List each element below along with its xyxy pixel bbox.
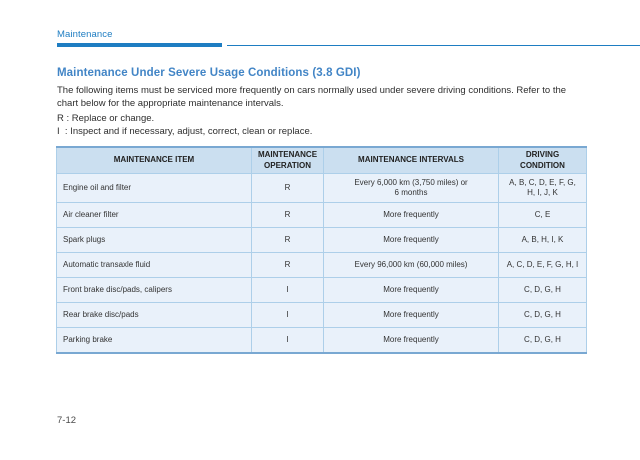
legend-replace: R : Replace or change. [57,113,155,124]
cell-interval: More frequently [323,227,499,253]
cell-operation: R [251,227,324,253]
cell-operation: R [251,173,324,203]
cell-condition: C, D, G, H [498,277,587,303]
cell-interval: Every 6,000 km (3,750 miles) or 6 months [323,173,499,203]
running-header-label: Maintenance [57,29,113,40]
cell-condition: C, D, G, H [498,327,587,354]
table-row: Rear brake disc/pads I More frequently C… [56,302,587,328]
cell-item: Spark plugs [56,227,252,253]
table-row: Air cleaner filter R More frequently C, … [56,202,587,228]
cell-item: Parking brake [56,327,252,354]
cell-operation: R [251,202,324,228]
cell-condition: A, B, H, I, K [498,227,587,253]
cell-interval: More frequently [323,202,499,228]
legend: R : Replace or change. I : Inspect and i… [57,112,587,138]
intro-paragraph: The following items must be serviced mor… [57,85,567,109]
cell-condition: C, D, G, H [498,302,587,328]
col-header-maintenance-intervals: MAINTENANCE INTERVALS [323,146,499,174]
table-row: Parking brake I More frequently C, D, G,… [56,327,587,354]
cell-item: Air cleaner filter [56,202,252,228]
cell-interval: More frequently [323,277,499,303]
col-header-maintenance-item: MAINTENANCE ITEM [56,146,252,174]
cell-item: Automatic transaxle fluid [56,252,252,278]
cell-operation: R [251,252,324,278]
table-row: Front brake disc/pads, calipers I More f… [56,277,587,303]
header-rule [227,45,640,46]
maintenance-table: MAINTENANCE ITEM MAINTENANCE OPERATION M… [56,146,587,354]
cell-item: Rear brake disc/pads [56,302,252,328]
col-header-driving-condition: DRIVING CONDITION [498,146,587,174]
cell-operation: I [251,277,324,303]
cell-interval: More frequently [323,327,499,354]
cell-condition: C, E [498,202,587,228]
header-accent-bar [57,43,222,47]
table-header-row: MAINTENANCE ITEM MAINTENANCE OPERATION M… [56,146,587,174]
table-row: Spark plugs R More frequently A, B, H, I… [56,227,587,253]
legend-inspect: I : Inspect and if necessary, adjust, co… [57,126,313,137]
page-number: 7-12 [57,415,77,426]
cell-interval: Every 96,000 km (60,000 miles) [323,252,499,278]
cell-operation: I [251,327,324,354]
cell-condition: A, B, C, D, E, F, G, H, I, J, K [498,173,587,203]
table-row: Engine oil and filter R Every 6,000 km (… [56,173,587,203]
cell-item: Front brake disc/pads, calipers [56,277,252,303]
cell-item: Engine oil and filter [56,173,252,203]
table-row: Automatic transaxle fluid R Every 96,000… [56,252,587,278]
cell-interval: More frequently [323,302,499,328]
cell-condition: A, C, D, E, F, G, H, I [498,252,587,278]
section-title: Maintenance Under Severe Usage Condition… [57,67,361,79]
col-header-maintenance-operation: MAINTENANCE OPERATION [251,146,324,174]
cell-operation: I [251,302,324,328]
